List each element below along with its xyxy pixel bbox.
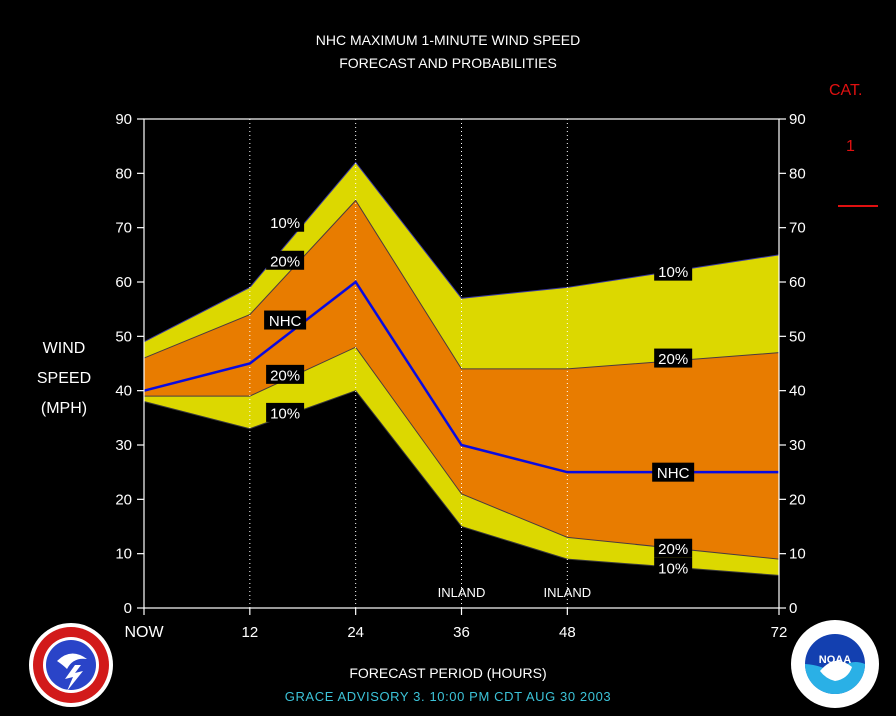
y-axis-label-line1: WIND — [42, 340, 86, 357]
series-lower-10 — [143, 390, 780, 576]
y-tick-label-right: 10 — [789, 546, 806, 563]
y-tick-label-left: 20 — [115, 491, 132, 508]
series-upper-20 — [143, 199, 780, 370]
annotation-box — [266, 250, 305, 270]
y-tick-label-left: 90 — [115, 111, 132, 128]
y-tick-label-right: 0 — [789, 600, 797, 617]
annotation-label: 20% — [270, 253, 300, 270]
y-tick-label-right: 60 — [789, 274, 806, 291]
annotation-label: 10% — [658, 560, 688, 577]
annotation-label: NHC — [657, 465, 690, 482]
inland-label: INLAND — [438, 585, 486, 600]
y-tick-label-left: 10 — [115, 546, 132, 563]
annotation-box — [654, 348, 693, 368]
y-axis-label-line3: (MPH) — [40, 400, 88, 417]
chart-subtitle: FORECAST AND PROBABILITIES — [339, 55, 557, 71]
y-tick-label-right: 30 — [789, 437, 806, 454]
y-tick-label-right: 70 — [789, 220, 806, 237]
svg-text:NOAA: NOAA — [819, 654, 851, 666]
series-lower-20 — [144, 346, 780, 560]
annotation-label: 10% — [270, 215, 300, 232]
y-axis-label-line2: SPEED — [36, 370, 92, 387]
y-tick-label-left: 60 — [115, 274, 132, 291]
y-tick-label-right: 80 — [789, 165, 806, 182]
advisory-line: GRACE ADVISORY 3. 10:00 PM CDT AUG 30 20… — [284, 689, 612, 704]
annotation-box — [264, 310, 307, 330]
y-tick-label-left: 40 — [115, 383, 132, 400]
y-tick-label-left: 50 — [115, 328, 132, 345]
noaa-logo: NOAA — [791, 620, 879, 708]
annotation-label: 10% — [270, 405, 300, 422]
annotation-box — [654, 538, 693, 558]
annotation-label: NHC — [269, 313, 302, 330]
x-tick-label: 48 — [559, 624, 576, 641]
series-nhc-line — [143, 280, 779, 474]
x-tick-label: NOW — [124, 624, 164, 641]
y-tick-label-left: 0 — [124, 600, 132, 617]
y-tick-label-left: 30 — [115, 437, 132, 454]
y-tick-label-left: 70 — [115, 220, 132, 237]
x-tick-label: 24 — [347, 624, 364, 641]
y-tick-label-right: 90 — [789, 111, 806, 128]
annotation-box — [266, 402, 305, 422]
x-axis-label: FORECAST PERIOD (HOURS) — [349, 665, 547, 681]
series-upper-10 — [143, 161, 780, 343]
annotation-box — [266, 212, 305, 232]
annotation-box — [266, 364, 305, 384]
x-tick-label: 72 — [771, 624, 788, 641]
y-tick-label-right: 20 — [789, 491, 806, 508]
annotation-box — [654, 557, 693, 577]
y-tick-label-right: 50 — [789, 328, 806, 345]
inland-label: INLAND — [543, 585, 591, 600]
nws-logo — [29, 623, 113, 707]
y-tick-label-right: 40 — [789, 383, 806, 400]
annotation-label: 20% — [658, 351, 688, 368]
chart-title: NHC MAXIMUM 1-MINUTE WIND SPEED — [315, 32, 581, 48]
x-tick-label: 12 — [241, 624, 258, 641]
annotation-label: 20% — [270, 367, 300, 384]
annotation-label: 10% — [658, 264, 688, 281]
x-tick-label: 36 — [453, 624, 470, 641]
category-label: CAT. — [829, 82, 863, 99]
annotation-box — [652, 462, 695, 482]
category-value: 1 — [846, 138, 855, 155]
y-tick-label-left: 80 — [115, 165, 132, 182]
annotation-label: 20% — [658, 541, 688, 558]
category-marker-line — [838, 205, 878, 207]
annotation-box — [654, 261, 693, 281]
